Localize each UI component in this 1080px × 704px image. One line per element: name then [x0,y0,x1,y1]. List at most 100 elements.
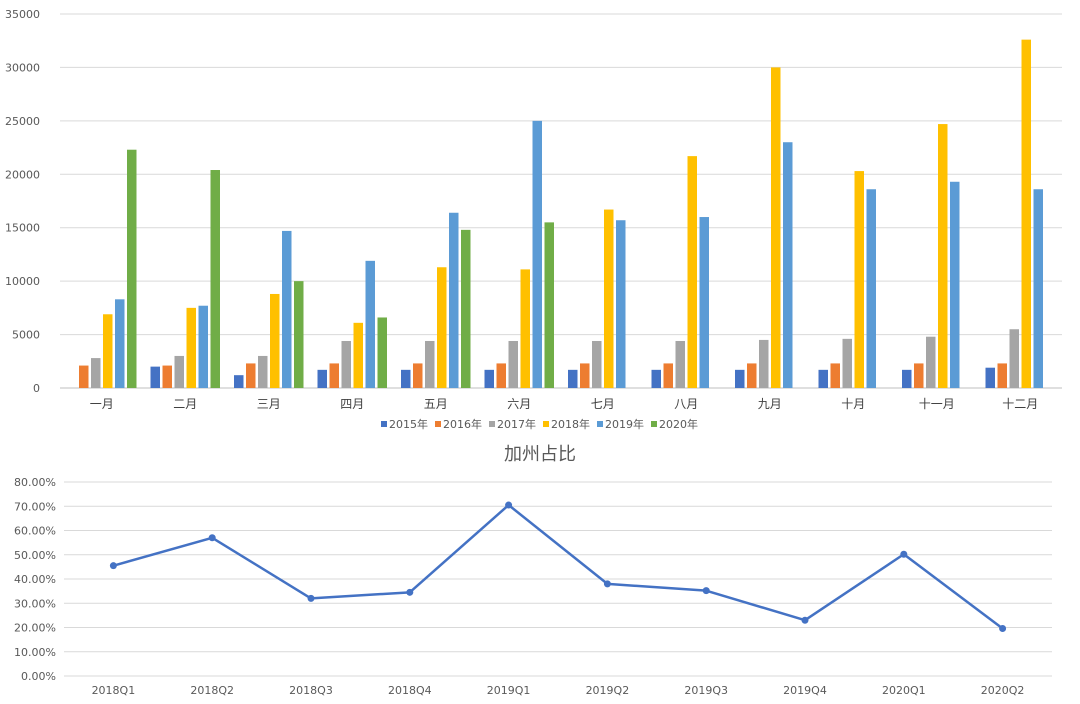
bar-2016年-十一月 [914,363,924,388]
line-point-2019Q1 [505,501,513,509]
line-y-tick-label: 0.00% [21,670,56,683]
line-y-tick-label: 40.00% [14,573,56,586]
bar-2016年-十二月 [997,363,1007,388]
bar-2017年-五月 [425,340,435,388]
bar-2016年-七月 [580,363,590,388]
bar-2018年-十一月 [938,124,948,388]
bar-2018年-五月 [437,267,447,388]
bar-2020年-五月 [461,229,471,388]
line-category-label: 2020Q1 [882,684,926,697]
line-chart-series [109,501,1007,632]
line-y-tick-label: 30.00% [14,597,56,610]
bar-2017年-三月 [258,355,268,388]
bar-2018年-六月 [520,269,530,388]
legend-swatch [489,421,495,427]
legend-label: 2019年 [605,417,644,431]
bar-y-tick-label: 20000 [5,168,40,181]
bar-category-label: 六月 [507,397,531,411]
bar-2019年-九月 [783,142,793,388]
bar-2016年-六月 [496,363,506,388]
bar-2020年-一月 [127,149,137,388]
line-category-label: 2019Q2 [586,684,630,697]
line-point-2019Q3 [702,587,710,595]
bar-2015年-十二月 [985,367,995,388]
bar-2019年-一月 [115,299,125,388]
legend-swatch [597,421,603,427]
legend-label: 2018年 [551,417,590,431]
bar-2016年-五月 [413,363,423,388]
bar-2018年-十月 [854,171,864,388]
line-y-tick-label: 70.00% [14,500,56,513]
line-chart-title: 加州占比 [504,444,576,465]
bar-2018年-二月 [186,307,196,388]
line-y-tick-label: 60.00% [14,525,56,538]
line-point-2020Q1 [900,550,908,558]
bar-2019年-四月 [365,260,375,388]
line-chart-gridlines [64,481,1052,677]
bar-2017年-十一月 [926,336,936,388]
bar-2017年-六月 [508,340,518,388]
bar-category-label: 八月 [674,397,698,411]
bar-2019年-二月 [198,305,208,388]
bar-2016年-八月 [663,363,673,388]
bar-2020年-六月 [544,222,554,388]
bar-chart-gridlines [60,13,1062,389]
line-category-label: 2019Q4 [783,684,827,697]
bar-2018年-一月 [103,314,113,388]
line-point-2018Q2 [208,534,216,542]
legend-label: 2017年 [497,417,536,431]
bar-chart: 0 5000 10000 15000 20000 25000 30000 35000 一月 二月… [5,8,1062,431]
bar-2020年-四月 [377,317,387,388]
bar-2017年-九月 [759,339,769,388]
line-category-label: 2018Q1 [92,684,136,697]
bar-y-tick-label: 30000 [5,61,40,74]
bar-2015年-七月 [568,369,578,388]
bar-2016年-二月 [162,365,172,388]
bar-y-tick-label: 35000 [5,8,40,21]
bar-2015年-八月 [651,369,661,388]
bar-2017年-一月 [91,358,101,388]
line-category-label: 2019Q3 [684,684,728,697]
bar-2020年-二月 [210,170,220,388]
line-chart-category-labels: 2018Q1 2018Q2 2018Q3 2018Q4 2019Q1 2019Q2 2019… [92,684,1025,697]
bar-2019年-八月 [699,217,709,388]
bar-2017年-四月 [341,340,351,388]
bar-2015年-九月 [735,369,745,388]
bar-category-label: 十二月 [1002,397,1038,411]
line-point-2020Q2 [999,624,1007,632]
line-category-label: 2018Q3 [289,684,333,697]
legend-label: 2015年 [389,417,428,431]
line-chart-y-tick-labels: 0.00% 10.00% 20.00% 30.00% 40.00% 50.00% 60.00… [14,476,56,683]
bar-category-label: 四月 [340,397,364,411]
bar-y-tick-label: 0 [33,382,40,395]
line-point-2018Q4 [406,588,414,596]
bar-y-tick-label: 10000 [5,275,40,288]
bar-2018年-九月 [771,67,781,388]
bar-2017年-十月 [842,338,852,388]
bar-category-label: 三月 [257,397,281,411]
bar-2017年-二月 [174,355,184,388]
line-point-2019Q4 [801,616,809,624]
bar-2016年-十月 [830,363,840,388]
line-y-tick-label: 50.00% [14,549,56,562]
bar-2016年-四月 [329,363,339,388]
bar-2018年-七月 [604,209,614,388]
bar-2019年-七月 [616,220,626,388]
line-category-label: 2018Q2 [190,684,234,697]
bar-category-label: 五月 [424,397,448,411]
legend-label: 2016年 [443,417,482,431]
bar-chart-y-tick-labels: 0 5000 10000 15000 20000 25000 30000 35000 [5,8,40,395]
line-y-tick-label: 10.00% [14,646,56,659]
bar-2015年-十月 [818,369,828,388]
bar-category-label: 七月 [591,397,615,411]
legend-label: 2020年 [659,417,698,431]
line-point-2019Q2 [603,580,611,588]
bar-chart-category-labels: 一月 二月 三月 四月 五月 六月 七月 八月 九月 十月 十一月 十二月 [90,397,1039,411]
bar-2017年-八月 [675,340,685,388]
bar-2015年-十一月 [902,369,912,388]
line-point-2018Q3 [307,594,315,602]
bar-2016年-三月 [246,363,256,388]
bar-y-tick-label: 15000 [5,222,40,235]
bar-2019年-三月 [282,230,292,388]
